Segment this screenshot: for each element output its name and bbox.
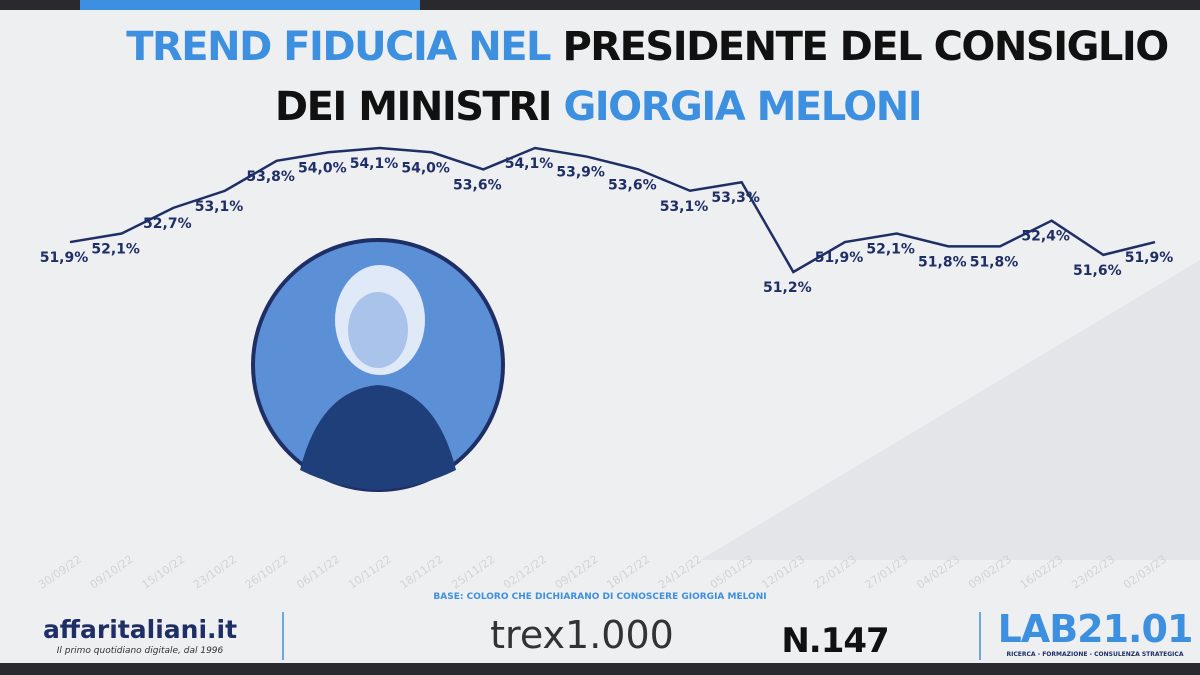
issue-number: N.147: [781, 621, 888, 661]
title-line-2: DEI MINISTRI GIORGIA MELONI: [275, 84, 921, 130]
decor: [700, 260, 1200, 560]
value-label: 51,9%: [815, 250, 864, 266]
bottom-bar: [0, 663, 1200, 675]
value-label: 51,8%: [918, 254, 967, 270]
title-line-1: TREND FIDUCIA NEL PRESIDENTE DEL CONSIGL…: [126, 24, 1168, 70]
value-label: 52,1%: [91, 242, 140, 258]
value-label: 53,9%: [556, 165, 605, 181]
value-label: 52,1%: [866, 242, 915, 258]
value-label: 52,4%: [1021, 229, 1070, 245]
top-bar: [0, 0, 1200, 10]
partner-logo: trex1.000: [490, 613, 674, 657]
title-part: PRESIDENTE DEL CONSIGLIO: [562, 24, 1167, 70]
brand: affaritaliani.it: [43, 615, 237, 644]
value-label: 51,9%: [40, 250, 89, 266]
brand-tagline: Il primo quotidiano digitale, dal 1996: [57, 646, 224, 656]
lab-tagline: RICERCA - FORMAZIONE - CONSULENZA STRATE…: [1007, 651, 1184, 658]
title-part: GIORGIA MELONI: [563, 84, 921, 130]
value-label: 53,8%: [246, 169, 295, 185]
value-label: 53,6%: [453, 177, 502, 193]
value-label: 54,0%: [401, 160, 450, 176]
lab-logo: LAB21.01: [998, 607, 1193, 651]
title-part: TREND FIDUCIA NEL: [126, 24, 551, 70]
value-label: 51,8%: [970, 254, 1019, 270]
value-label: 51,9%: [1125, 250, 1174, 266]
value-label: 51,6%: [1073, 263, 1122, 279]
value-label: 53,1%: [660, 199, 709, 215]
top-accent: [80, 0, 420, 10]
title-part: DEI MINISTRI: [275, 84, 551, 130]
portrait-body: [300, 385, 456, 490]
value-label: 51,2%: [763, 280, 812, 296]
value-label: 53,6%: [608, 177, 657, 193]
value-label: 53,3%: [711, 190, 760, 206]
value-label: 54,1%: [350, 156, 399, 172]
trend-line: [69, 146, 1156, 274]
value-label: 52,7%: [143, 216, 192, 232]
base-note: BASE: COLORO CHE DICHIARANO DI CONOSCERE…: [433, 592, 766, 602]
value-label: 54,0%: [298, 160, 347, 176]
portrait-face: [348, 292, 408, 368]
value-label: 54,1%: [505, 156, 554, 172]
value-label: 53,1%: [195, 199, 244, 215]
portrait: [251, 238, 505, 492]
